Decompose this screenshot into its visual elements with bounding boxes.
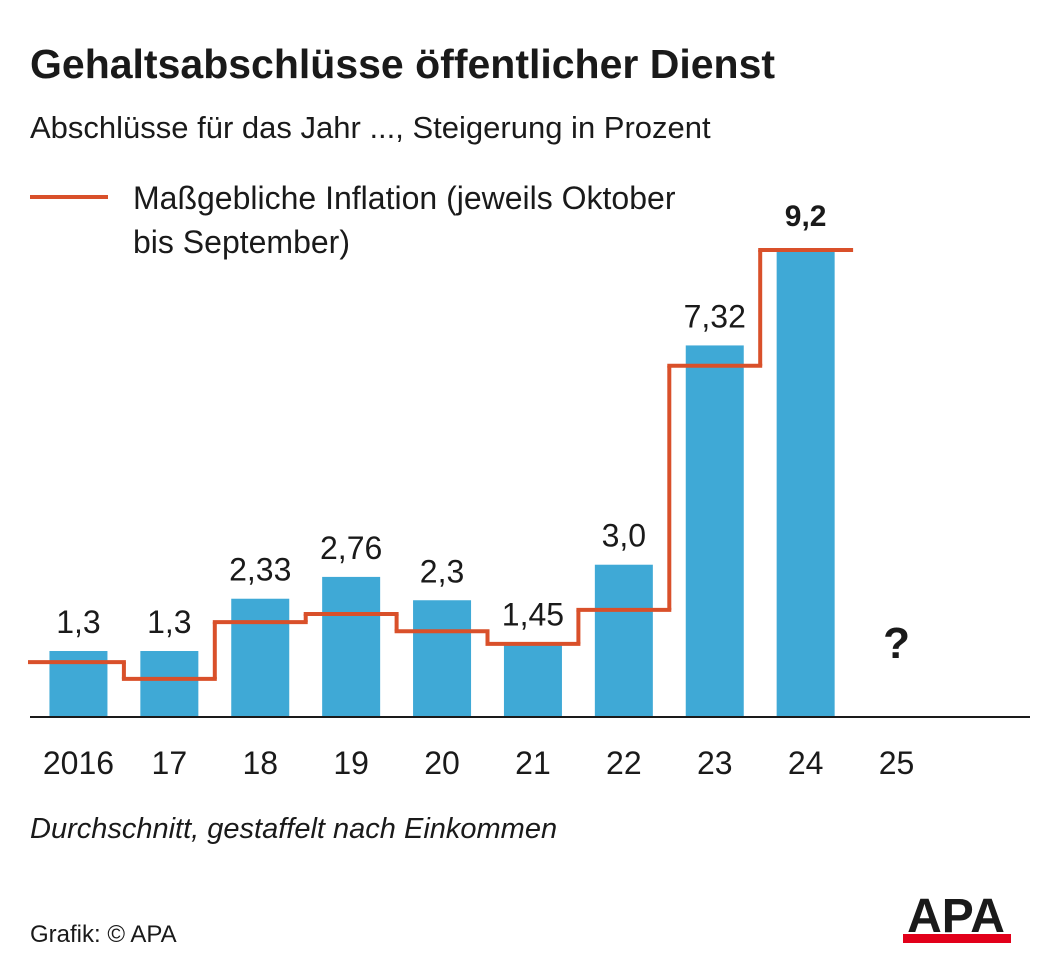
x-tick-label: 19 (333, 745, 369, 781)
value-label: 9,2 (785, 200, 827, 233)
x-tick-label: 22 (606, 745, 642, 781)
value-label: 3,0 (602, 518, 646, 554)
value-label: 1,3 (56, 604, 100, 640)
x-tick-label: 20 (424, 745, 460, 781)
bar (685, 345, 744, 717)
x-tick-label: 21 (515, 745, 551, 781)
value-label: 1,3 (147, 604, 191, 640)
annotation: ? (883, 619, 910, 668)
value-label: 1,45 (502, 596, 564, 632)
x-tick-label: 2016 (43, 745, 114, 781)
x-tick-label: 23 (697, 745, 733, 781)
x-tick-label: 18 (242, 745, 278, 781)
logo-bar (903, 934, 1011, 943)
value-label: 2,3 (420, 553, 464, 589)
x-tick-label: 25 (879, 745, 915, 781)
x-tick-label: 17 (152, 745, 188, 781)
bar (140, 651, 199, 717)
value-label: 7,32 (684, 298, 746, 334)
bar (594, 564, 653, 717)
source: Grafik: © APA (30, 921, 177, 948)
bar (231, 598, 290, 717)
footnote: Durchschnitt, gestaffelt nach Einkommen (30, 813, 557, 845)
bar (503, 643, 562, 717)
chart-subtitle: Abschlüsse für das Jahr ..., Steigerung … (30, 110, 711, 145)
x-tick-label: 24 (788, 745, 824, 781)
value-label: 2,76 (320, 530, 382, 566)
bar (322, 576, 381, 717)
bar (776, 250, 835, 717)
bar (413, 600, 472, 717)
legend-label: Maßgebliche Inflation (jeweils Oktober b… (133, 180, 676, 260)
chart-title: Gehaltsabschlüsse öffentlicher Dienst (30, 41, 775, 87)
value-label: 2,33 (229, 552, 291, 588)
